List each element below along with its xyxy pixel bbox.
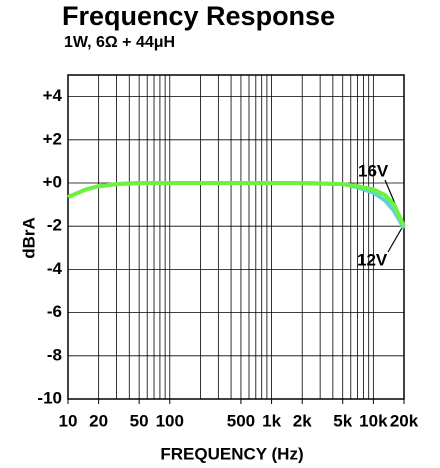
y-tick-label: -2 bbox=[47, 216, 62, 235]
series-label: 16V bbox=[358, 161, 389, 180]
x-tick-label: 10 bbox=[59, 411, 78, 430]
x-tick-label: 20 bbox=[89, 411, 108, 430]
y-tick-label: -4 bbox=[47, 259, 63, 278]
x-tick-label: 50 bbox=[130, 411, 149, 430]
y-tick-label: -8 bbox=[47, 345, 62, 364]
y-tick-label: +0 bbox=[43, 172, 62, 191]
y-tick-label: -10 bbox=[37, 388, 62, 407]
plot-frame bbox=[67, 74, 405, 400]
y-tick-label: +2 bbox=[43, 129, 62, 148]
x-axis-label: FREQUENCY (Hz) bbox=[160, 444, 303, 463]
data-line bbox=[67, 181, 406, 230]
leader-line bbox=[384, 179, 397, 207]
leader-line bbox=[387, 225, 404, 253]
x-tick-label: 100 bbox=[156, 411, 184, 430]
x-tick-label: 1k bbox=[262, 411, 281, 430]
data-line bbox=[67, 181, 406, 228]
x-tick-label: 500 bbox=[227, 411, 255, 430]
chart-subtitle: 1W, 6Ω + 44μH bbox=[64, 34, 175, 51]
x-tick-label: 20k bbox=[390, 411, 419, 430]
y-tick-label: +4 bbox=[43, 86, 63, 105]
x-tick-label: 5k bbox=[333, 411, 352, 430]
y-tick-label: -6 bbox=[47, 302, 62, 321]
x-tick-label: 2k bbox=[293, 411, 312, 430]
x-tick-label: 10k bbox=[359, 411, 388, 430]
y-axis-label: dBrA bbox=[19, 217, 38, 259]
chart-title: Frequency Response bbox=[62, 1, 335, 31]
series-label: 12V bbox=[357, 250, 388, 269]
